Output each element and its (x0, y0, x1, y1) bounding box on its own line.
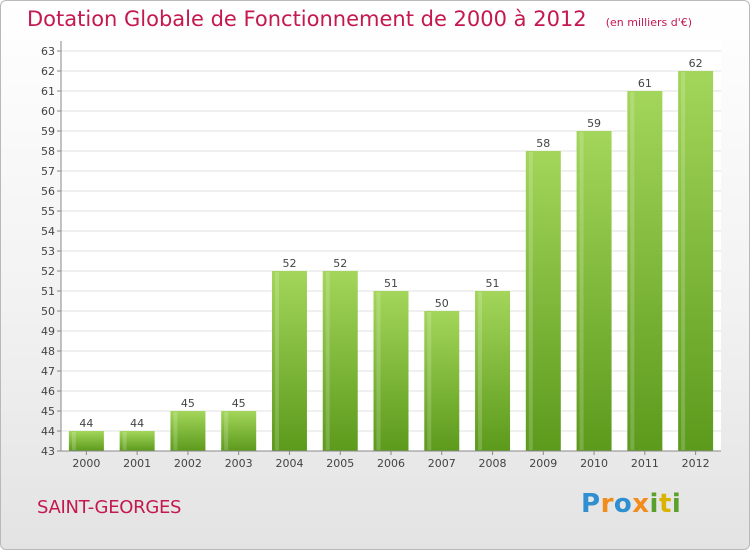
bar-value-label: 51 (486, 277, 500, 290)
bar-value-label: 50 (435, 297, 449, 310)
x-tick-label: 2003 (225, 457, 253, 470)
y-tick-label: 46 (41, 385, 55, 398)
y-tick-label: 47 (41, 365, 55, 378)
bar-value-label: 45 (232, 397, 246, 410)
bar-value-label: 58 (536, 137, 550, 150)
x-tick-label: 2011 (631, 457, 659, 470)
bar-2010 (576, 131, 612, 451)
x-tick-label: 2002 (174, 457, 202, 470)
bar-value-label: 52 (333, 257, 347, 270)
bar-2003 (221, 411, 257, 451)
y-tick-label: 59 (41, 125, 55, 138)
y-tick-label: 44 (41, 425, 55, 438)
y-tick-label: 53 (41, 245, 55, 258)
bar-2011 (627, 91, 663, 451)
town-name: SAINT-GEORGES (37, 497, 182, 518)
y-tick-label: 62 (41, 65, 55, 78)
y-tick-label: 61 (41, 85, 55, 98)
bar-2005 (322, 271, 358, 451)
y-tick-label: 52 (41, 265, 55, 278)
y-tick-label: 60 (41, 105, 55, 118)
bar-highlight (579, 132, 584, 450)
bar-2007 (424, 311, 460, 451)
bar-highlight (478, 292, 483, 450)
bar-highlight (630, 92, 635, 450)
y-tick-label: 55 (41, 205, 55, 218)
bar-layer (68, 71, 714, 451)
x-tick-label: 2005 (326, 457, 354, 470)
bar-value-label: 44 (130, 417, 144, 430)
bar-value-label: 62 (689, 57, 703, 70)
x-tick-label: 2010 (580, 457, 608, 470)
y-tick-label: 58 (41, 145, 55, 158)
bar-2000 (68, 431, 104, 451)
bar-value-label: 59 (587, 117, 601, 130)
proxiti-logo[interactable]: Proxiti (581, 489, 681, 519)
bar-value-label: 51 (384, 277, 398, 290)
x-tick-label: 2007 (428, 457, 456, 470)
axis-layer: 43 44 45 46 47 48 49 50 51 52 53 54 55 56 57 58 59 60 61 62… (41, 41, 721, 470)
bar-highlight (427, 312, 432, 450)
y-tick-label: 45 (41, 405, 55, 418)
bar-2009 (525, 151, 561, 451)
bar-highlight (376, 292, 381, 450)
x-tick-label: 2009 (529, 457, 557, 470)
bar-highlight (681, 72, 686, 450)
bar-value-label: 44 (79, 417, 93, 430)
bar-2004 (271, 271, 307, 451)
chart-subtitle: (en milliers d'€) (605, 16, 693, 29)
x-tick-label: 2004 (275, 457, 303, 470)
bar-highlight (325, 272, 330, 450)
chart-title: Dotation Globale de Fonctionnement de 20… (27, 7, 692, 31)
x-tick-label: 2000 (72, 457, 100, 470)
bar-highlight (71, 432, 76, 450)
y-tick-label: 43 (41, 445, 55, 458)
bar-value-label: 61 (638, 77, 652, 90)
bar-highlight (173, 412, 178, 450)
chart-title-text: Dotation Globale de Fonctionnement de 20… (27, 7, 587, 31)
logo-letter: i (649, 489, 659, 519)
y-tick-label: 50 (41, 305, 55, 318)
logo-letter: t (658, 489, 672, 519)
logo-letter: P (581, 489, 601, 519)
logo-letter: i (671, 489, 682, 519)
bar-highlight (274, 272, 279, 450)
bar-2002 (170, 411, 206, 451)
x-tick-label: 2008 (479, 457, 507, 470)
logo-letter: o (613, 489, 633, 519)
y-tick-label: 48 (41, 345, 55, 358)
logo-letter: x (632, 489, 650, 519)
y-tick-label: 49 (41, 325, 55, 338)
bar-2008 (475, 291, 511, 451)
x-tick-label: 2001 (123, 457, 151, 470)
y-tick-label: 63 (41, 45, 55, 58)
y-tick-label: 57 (41, 165, 55, 178)
logo-letter: r (600, 489, 614, 519)
bar-2012 (678, 71, 714, 451)
x-tick-label: 2012 (682, 457, 710, 470)
bar-2006 (373, 291, 409, 451)
bar-2001 (119, 431, 155, 451)
bar-value-label: 45 (181, 397, 195, 410)
bar-highlight (224, 412, 229, 450)
bar-highlight (122, 432, 127, 450)
bar-value-label: 52 (282, 257, 296, 270)
bar-highlight (528, 152, 533, 450)
label-layer: 44 44 45 45 52 52 51 50 51 58 59 61 62 (79, 57, 702, 430)
y-tick-label: 51 (41, 285, 55, 298)
y-tick-label: 54 (41, 225, 55, 238)
y-tick-label: 56 (41, 185, 55, 198)
x-tick-label: 2006 (377, 457, 405, 470)
